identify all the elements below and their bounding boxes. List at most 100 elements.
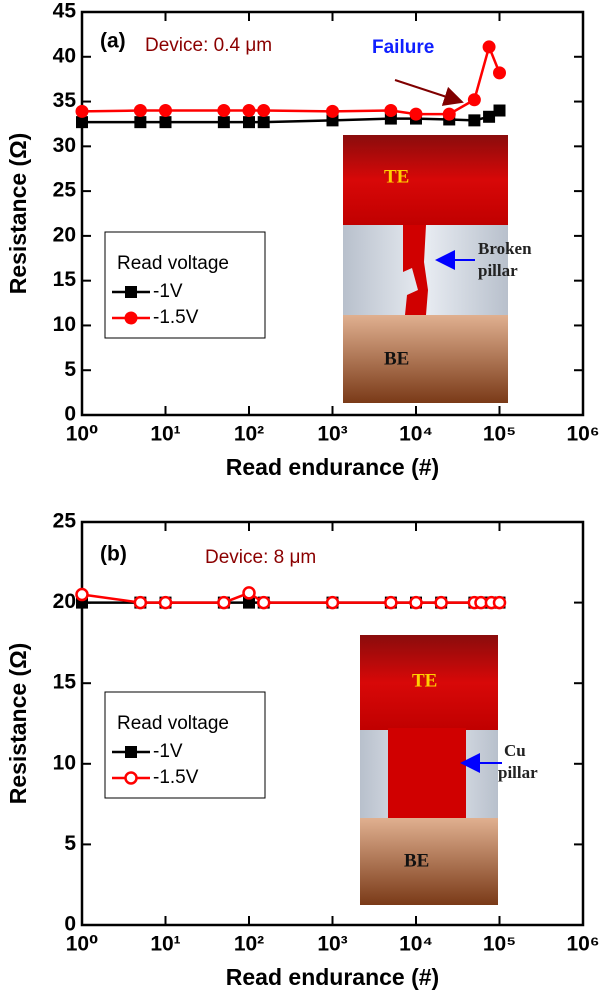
marker xyxy=(75,587,89,602)
x-tick-label: 10⁶ xyxy=(566,933,599,956)
y-tick-label: 20 xyxy=(53,223,76,246)
marker xyxy=(133,595,148,610)
marker xyxy=(492,595,507,610)
inset-label: pillar xyxy=(478,261,518,280)
marker xyxy=(159,104,172,118)
y-tick-label: 10 xyxy=(53,313,76,336)
marker xyxy=(217,116,230,129)
x-tick-label: 10⁵ xyxy=(483,423,516,446)
legend-marker xyxy=(125,286,137,298)
y-axis-title: Resistance (Ω) xyxy=(5,133,31,295)
plot-frame xyxy=(80,10,585,417)
x-tick-label: 10³ xyxy=(317,423,347,446)
y-tick-label: 40 xyxy=(53,44,76,67)
be-layer xyxy=(343,315,508,403)
inset-a: TE Broken pillar BE xyxy=(343,135,532,403)
marker xyxy=(133,104,147,118)
x-axis-title: Read endurance (#) xyxy=(226,964,439,990)
marker xyxy=(467,93,481,107)
x-tick-label: 10⁶ xyxy=(566,423,599,446)
marker xyxy=(409,595,423,610)
y-tick-label: 5 xyxy=(64,358,76,381)
marker xyxy=(243,116,255,129)
annotation: Failure xyxy=(372,37,434,58)
marker xyxy=(409,107,423,121)
y-tick-label: 5 xyxy=(64,832,76,855)
legend-label: -1.5V xyxy=(153,307,199,328)
marker xyxy=(242,586,256,600)
marker xyxy=(217,595,231,610)
marker xyxy=(468,114,481,127)
panel-label: (a) xyxy=(100,30,126,53)
inset-b: TE Cu pillar BE xyxy=(360,635,538,905)
y-axis-title: Resistance (Ω) xyxy=(5,643,31,805)
inset-label: TE xyxy=(384,166,409,187)
y-tick-label: 45 xyxy=(53,0,77,23)
annotation: Device: 8 μm xyxy=(205,547,316,568)
inset-label: BE xyxy=(384,348,409,369)
inset-label: Broken xyxy=(478,239,532,258)
y-tick-label: 15 xyxy=(53,268,77,291)
marker xyxy=(434,595,448,610)
marker xyxy=(257,104,271,118)
legend-label: -1.5V xyxy=(153,767,199,788)
te-layer xyxy=(343,135,508,225)
legend-label: -1V xyxy=(153,281,183,302)
marker xyxy=(242,104,256,118)
marker xyxy=(326,104,339,118)
marker xyxy=(326,114,339,127)
panel-label: (b) xyxy=(100,543,127,566)
marker xyxy=(76,116,88,129)
y-tick-label: 35 xyxy=(53,89,77,112)
broken-pillar xyxy=(403,225,428,315)
arrow xyxy=(394,79,464,106)
x-tick-label: 10¹ xyxy=(150,933,180,956)
marker xyxy=(482,40,496,54)
y-tick-label: 0 xyxy=(64,913,76,936)
y-tick-label: 20 xyxy=(53,590,76,613)
marker xyxy=(493,66,506,80)
x-tick-label: 10⁴ xyxy=(399,423,433,446)
y-tick-label: 15 xyxy=(53,671,77,694)
x-tick-label: 10¹ xyxy=(150,423,180,446)
inset-label: pillar xyxy=(498,763,538,782)
x-tick-label: 10⁵ xyxy=(483,933,516,956)
legend-label: -1V xyxy=(153,741,183,762)
legend-marker xyxy=(124,311,138,325)
inset-label: Cu xyxy=(504,741,526,760)
marker xyxy=(243,596,255,609)
y-tick-label: 25 xyxy=(53,179,77,202)
marker xyxy=(159,116,172,129)
cu-pillar xyxy=(388,728,466,820)
te-layer xyxy=(360,635,498,730)
y-tick-label: 0 xyxy=(64,403,76,426)
x-tick-label: 10⁴ xyxy=(399,933,433,956)
marker xyxy=(158,595,173,610)
marker xyxy=(442,107,456,121)
inset-label: BE xyxy=(404,850,429,871)
x-tick-label: 10⁰ xyxy=(66,933,99,956)
x-axis-title: Read endurance (#) xyxy=(226,454,439,480)
y-tick-label: 25 xyxy=(53,510,77,533)
annotation: Device: 0.4 μm xyxy=(145,35,272,56)
legend-marker xyxy=(125,746,137,758)
x-tick-label: 10² xyxy=(234,423,264,446)
inset-label: TE xyxy=(412,670,437,691)
marker xyxy=(325,595,340,610)
legend-title: Read voltage xyxy=(117,253,229,274)
marker xyxy=(217,104,231,118)
marker xyxy=(493,104,506,117)
marker xyxy=(75,104,89,118)
series xyxy=(75,40,506,121)
legend: Read voltage -1V -1.5V xyxy=(104,691,266,799)
legend-title: Read voltage xyxy=(117,713,229,734)
series xyxy=(75,586,507,610)
series-line xyxy=(81,43,501,116)
x-tick-label: 10³ xyxy=(317,933,347,956)
x-tick-label: 10⁰ xyxy=(66,423,99,446)
marker xyxy=(134,116,147,129)
y-tick-label: 30 xyxy=(53,134,76,157)
legend: Read voltage -1V -1.5V xyxy=(104,231,266,339)
be-layer xyxy=(360,818,498,905)
